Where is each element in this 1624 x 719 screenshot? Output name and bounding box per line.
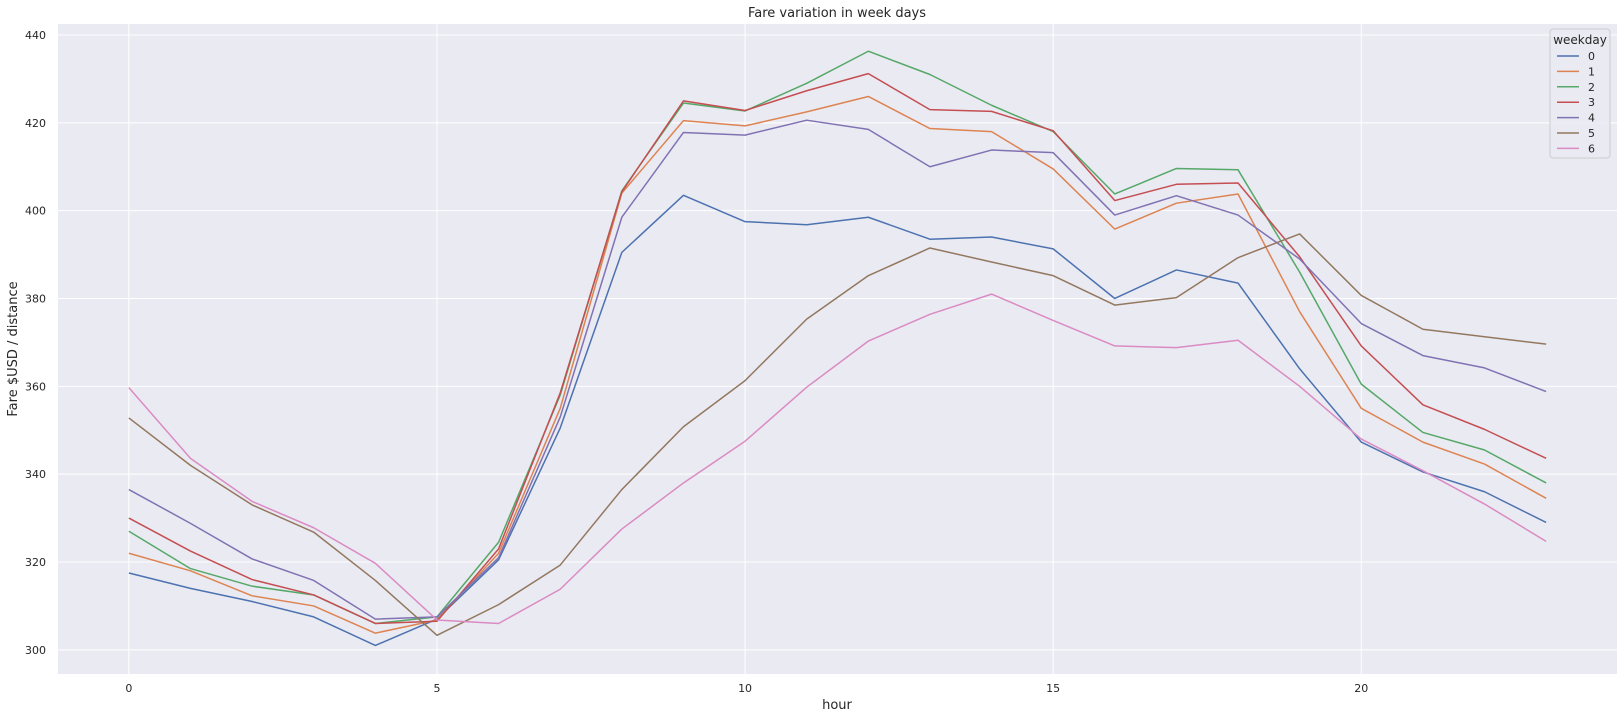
- legend: weekday 0 1 2 3 4 5 6: [1549, 28, 1611, 159]
- y-tick-label: 300: [25, 644, 46, 657]
- plot-background: [58, 24, 1617, 674]
- y-tick-labels: 300 320 340 360 380 400 420 440: [25, 29, 46, 657]
- series-line-weekday-6: [128, 293, 1547, 625]
- y-tick-label: 360: [25, 380, 46, 393]
- legend-label-3: 3: [1588, 96, 1595, 109]
- x-tick-label: 0: [125, 682, 132, 695]
- legend-box: [1549, 28, 1611, 159]
- legend-label-0: 0: [1588, 50, 1595, 63]
- x-tick-labels: 0 5 10 15 20: [125, 682, 1368, 695]
- x-tick-label: 5: [433, 682, 440, 695]
- grid-lines: [58, 24, 1617, 674]
- x-tick-label: 20: [1354, 682, 1368, 695]
- legend-label-4: 4: [1588, 112, 1595, 125]
- legend-label-1: 1: [1588, 65, 1595, 78]
- x-tick-label: 10: [738, 682, 752, 695]
- legend-label-5: 5: [1588, 127, 1595, 140]
- chart-title: Fare variation in week days: [748, 6, 926, 21]
- y-tick-label: 420: [25, 117, 46, 130]
- y-tick-label: 380: [25, 292, 46, 305]
- series-line-weekday-1: [128, 95, 1547, 634]
- y-axis-label: Fare $USD / distance: [6, 281, 21, 416]
- series-line-weekday-4: [128, 119, 1547, 620]
- y-tick-label: 400: [25, 205, 46, 218]
- series-line-weekday-5: [128, 233, 1547, 637]
- series-lines: [128, 50, 1547, 647]
- y-tick-label: 320: [25, 556, 46, 569]
- legend-label-2: 2: [1588, 81, 1595, 94]
- x-axis-label: hour: [822, 698, 852, 713]
- y-tick-label: 340: [25, 468, 46, 481]
- y-tick-label: 440: [25, 29, 46, 42]
- legend-title: weekday: [1553, 33, 1607, 47]
- series-line-weekday-0: [128, 194, 1547, 647]
- x-tick-label: 15: [1046, 682, 1060, 695]
- legend-items: 0 1 2 3 4 5 6: [1557, 50, 1595, 155]
- legend-label-6: 6: [1588, 142, 1595, 155]
- series-line-weekday-3: [128, 72, 1547, 625]
